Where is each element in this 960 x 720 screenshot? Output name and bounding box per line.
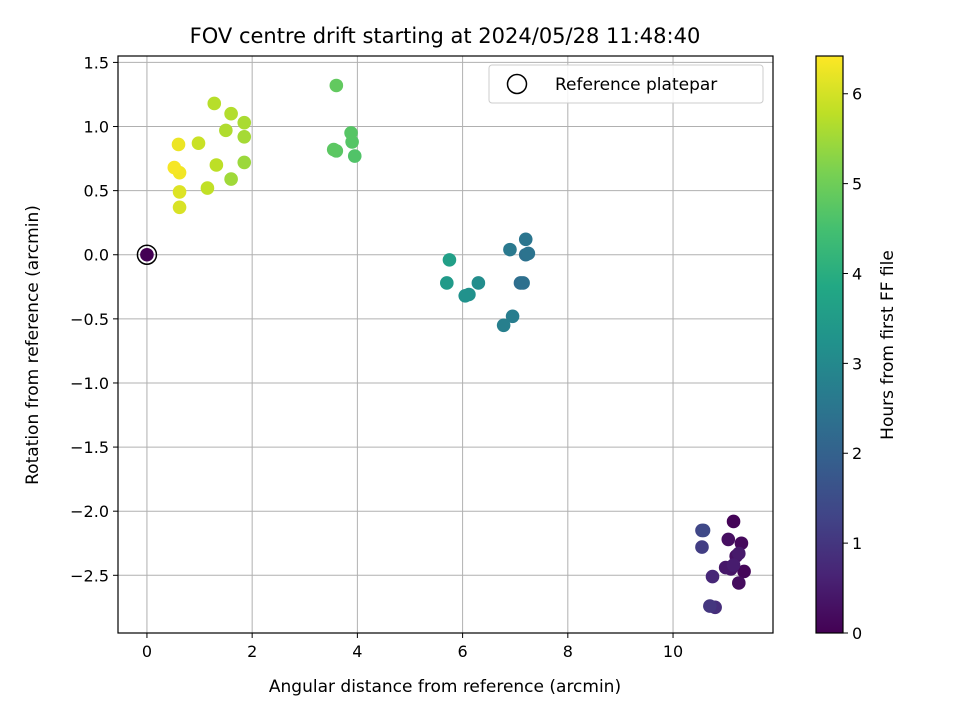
data-point [224, 106, 238, 121]
legend: Reference platepar [488, 64, 764, 104]
data-point [521, 246, 536, 261]
data-point [171, 137, 186, 152]
data-point [172, 200, 187, 215]
data-point [237, 155, 252, 170]
data-point [442, 253, 457, 267]
data-point [207, 96, 222, 111]
colorbar-gradient [815, 55, 844, 634]
data-point [726, 514, 741, 529]
data-point [237, 115, 252, 130]
x-tick-label: 6 [458, 642, 468, 661]
reference-marker-ring [136, 244, 158, 265]
y-tick-label: 0.0 [84, 246, 109, 265]
data-point [209, 158, 224, 172]
x-tick-label: 8 [563, 642, 573, 661]
y-tick-label: −0.5 [70, 310, 109, 329]
x-tick-label: 0 [142, 642, 152, 661]
colorbar-tick-label: 1 [852, 534, 862, 553]
y-tick-label: −2.0 [70, 502, 109, 521]
colorbar-tick-label: 4 [852, 264, 862, 283]
colorbar: 0 1 2 3 4 5 6 Hours from first FF file [815, 55, 898, 643]
data-point [732, 546, 746, 561]
grid-lines [118, 56, 773, 633]
data-point [347, 149, 362, 163]
data-point [329, 78, 344, 93]
data-point [440, 276, 454, 290]
data-point [200, 181, 215, 195]
data-point [726, 558, 741, 572]
data-point [518, 232, 533, 247]
colorbar-tick-label: 2 [852, 444, 862, 463]
data-point [737, 564, 751, 579]
data-point [505, 309, 520, 324]
y-tick-label: −1.0 [70, 374, 109, 393]
y-tick-label: −2.5 [70, 566, 109, 585]
legend-box [488, 64, 764, 104]
colorbar-tick-label: 6 [852, 85, 862, 104]
data-point [237, 129, 252, 144]
x-axis-ticks: 0 2 4 6 8 10 [142, 633, 683, 661]
data-point [191, 136, 206, 150]
legend-marker-icon [506, 73, 528, 95]
y-tick-label: 1.0 [84, 118, 109, 137]
reference-point [140, 247, 154, 262]
data-point [496, 318, 511, 333]
legend-label: Reference platepar [555, 75, 717, 95]
colorbar-ticks: 0 1 2 3 4 5 6 [843, 85, 862, 643]
y-tick-label: −1.5 [70, 438, 109, 457]
x-tick-label: 10 [663, 642, 683, 661]
data-point [703, 599, 717, 613]
y-axis-title: Rotation from reference (arcmin) [23, 205, 43, 485]
colorbar-tick-label: 3 [852, 354, 862, 373]
data-point [721, 532, 736, 547]
colorbar-tick-label: 0 [852, 624, 862, 643]
data-points [167, 78, 751, 615]
data-point [516, 276, 530, 290]
data-point [326, 142, 341, 157]
data-point [167, 160, 182, 175]
x-axis-title: Angular distance from reference (arcmin) [269, 677, 621, 697]
data-point [471, 276, 486, 290]
data-point [503, 242, 517, 257]
colorbar-label: Hours from first FF file [878, 250, 898, 440]
data-point [705, 569, 720, 584]
y-axis-ticks: 1.5 1.0 0.5 0.0 −0.5 −1.0 −1.5 −2.0 −2.5 [70, 53, 118, 585]
data-point [219, 123, 233, 138]
data-point [695, 540, 709, 554]
data-point [732, 576, 746, 590]
x-tick-label: 2 [247, 642, 257, 661]
plot-frame [117, 55, 774, 634]
colorbar-tick-label: 5 [852, 175, 862, 194]
y-tick-label: 1.5 [84, 53, 109, 72]
x-tick-label: 4 [352, 642, 362, 661]
data-point [696, 523, 711, 538]
reference-marker-group [136, 244, 158, 265]
data-point [734, 536, 749, 551]
y-tick-label: 0.5 [84, 182, 109, 201]
data-point [344, 126, 358, 140]
chart-title: FOV centre drift starting at 2024/05/28 … [190, 24, 701, 48]
data-point [224, 172, 238, 186]
data-point [172, 185, 187, 199]
data-point [458, 288, 473, 303]
